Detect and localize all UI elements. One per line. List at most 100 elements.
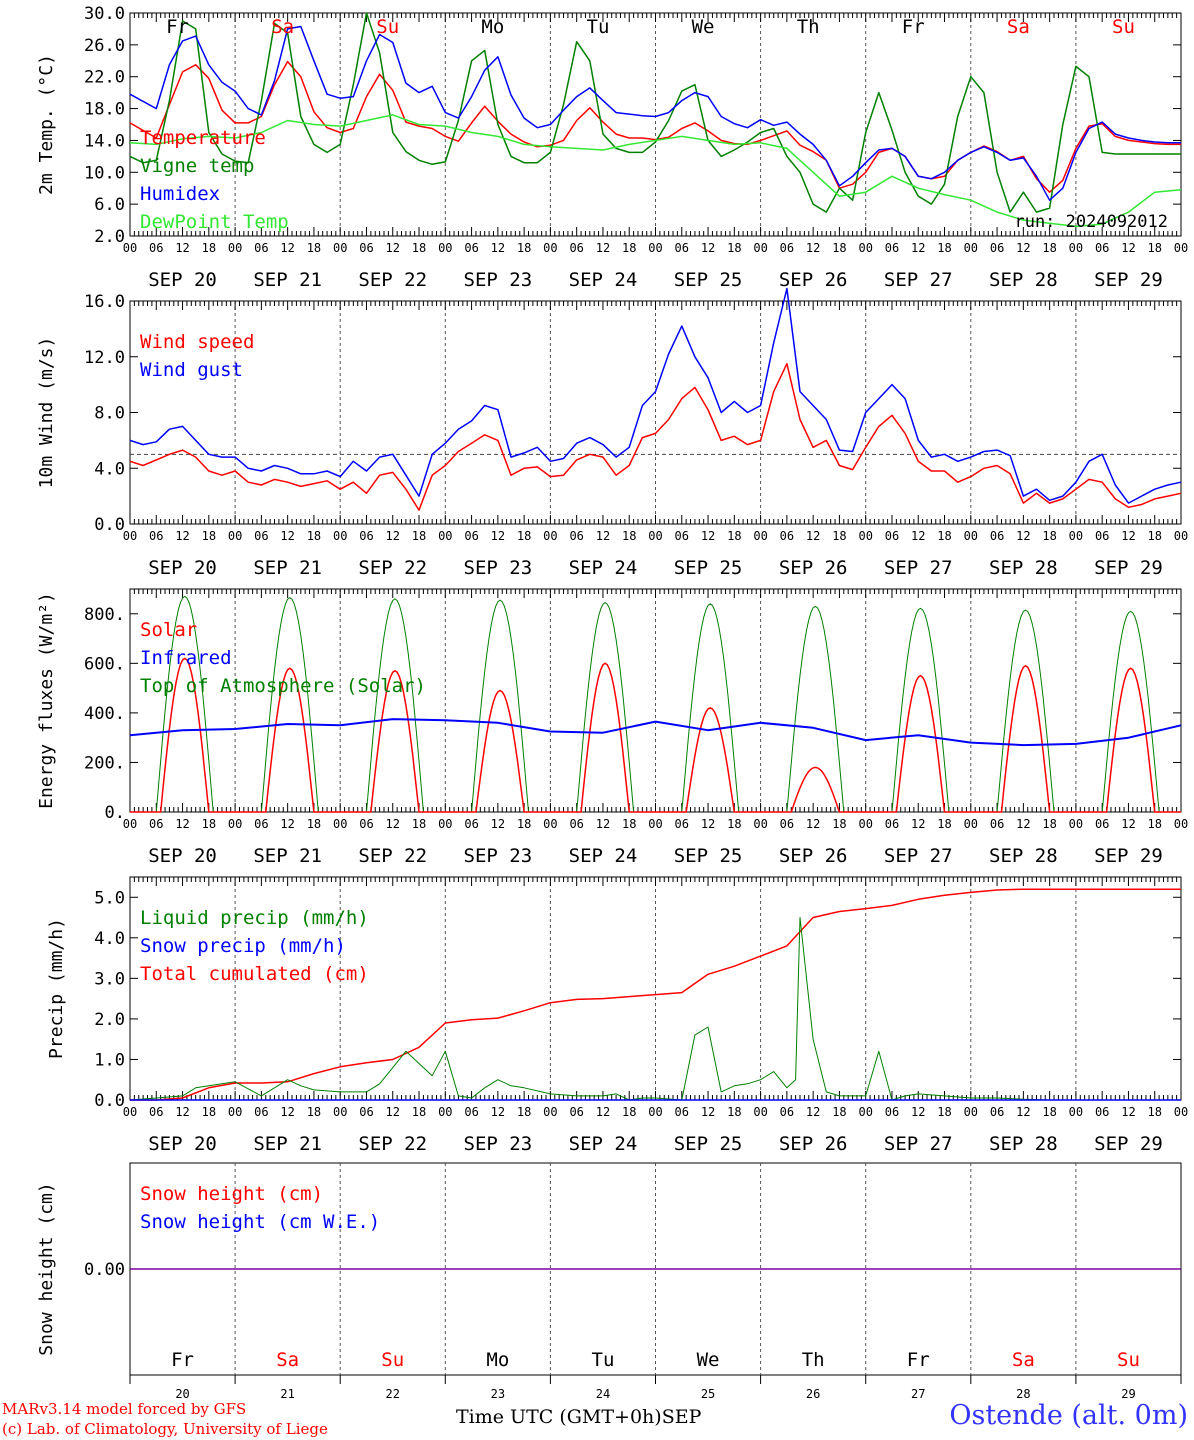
series-wind-gust — [129, 287, 1182, 504]
day-number-label: 22 — [386, 1387, 400, 1401]
hour-tick-label: 12 — [491, 529, 505, 543]
day-label: SEP 21 — [253, 845, 322, 867]
plot-frame — [129, 12, 1182, 237]
hour-tick-label: 12 — [1016, 241, 1030, 255]
hour-tick-label: 00 — [333, 817, 347, 831]
hour-tick-label: 18 — [307, 241, 321, 255]
weekday-label: Su — [381, 1349, 404, 1371]
day-label: SEP 24 — [569, 845, 638, 867]
hour-tick-label: 12 — [491, 817, 505, 831]
y-tick-label: 12.0 — [84, 348, 125, 368]
series-total-cumulated-cm- — [130, 888, 1181, 1101]
panel-snow: 0.00 Snow height (cm) Snow height (cm) Snow… — [36, 1162, 1182, 1401]
hour-tick-label: 00 — [123, 241, 137, 255]
day-label: SEP 23 — [464, 557, 533, 579]
hour-tick-label: 12 — [806, 241, 820, 255]
hour-tick-label: 06 — [254, 817, 268, 831]
legend-entry: Snow height (cm W.E.) — [140, 1211, 380, 1233]
series-wind-speed — [129, 362, 1182, 511]
day-label: SEP 24 — [569, 1133, 638, 1155]
hour-tick-label: 18 — [202, 817, 216, 831]
y-tick-label: 0.0 — [94, 1091, 125, 1111]
hour-tick-label: 18 — [517, 241, 531, 255]
day-label: SEP 26 — [779, 1133, 848, 1155]
hour-tick-label: 00 — [648, 1105, 662, 1119]
run-label: run: 2024092012 — [1014, 212, 1168, 232]
day-label: SEP 27 — [884, 1133, 953, 1155]
y-tick-label: 10.0 — [84, 163, 125, 183]
hour-tick-label: 12 — [806, 1105, 820, 1119]
y-axis-label: 2m Temp. (°C) — [36, 54, 57, 195]
y-tick-label: 14.0 — [84, 131, 125, 151]
hour-tick-label: 12 — [491, 1105, 505, 1119]
weekday-label: Su — [1112, 16, 1135, 38]
day-label: SEP 24 — [569, 557, 638, 579]
hour-tick-label: 18 — [202, 241, 216, 255]
legend-entry: Snow height (cm) — [140, 1183, 323, 1205]
hour-tick-label: 18 — [727, 817, 741, 831]
hour-tick-label: 12 — [386, 817, 400, 831]
hour-tick-label: 06 — [885, 529, 899, 543]
hour-tick-label: 00 — [543, 1105, 557, 1119]
y-axis-label: Snow height (cm) — [36, 1182, 57, 1355]
hour-tick-label: 00 — [753, 817, 767, 831]
y-tick-label: 8.0 — [94, 404, 125, 424]
legend-entry: Wind gust — [140, 359, 243, 381]
hour-tick-label: 00 — [1174, 817, 1188, 831]
day-label: SEP 27 — [884, 557, 953, 579]
hour-tick-label: 00 — [333, 529, 347, 543]
hour-tick-label: 12 — [175, 241, 189, 255]
hour-tick-label: 00 — [964, 817, 978, 831]
series-vigne-temp — [129, 12, 1181, 213]
legend-entry: Temperature — [140, 127, 266, 149]
hour-tick-label: 00 — [438, 817, 452, 831]
hour-tick-label: 18 — [1042, 241, 1056, 255]
day-label: SEP 28 — [989, 557, 1058, 579]
series-infrared — [129, 718, 1182, 747]
hour-tick-label: 12 — [1016, 529, 1030, 543]
x-axis-title: Time UTC (GMT+0h)SEP — [456, 1406, 701, 1428]
y-axis-label: Energy fluxes (W/m²) — [36, 592, 57, 809]
hour-tick-label: 00 — [333, 1105, 347, 1119]
day-label: SEP 25 — [674, 557, 743, 579]
day-label: SEP 26 — [779, 557, 848, 579]
hour-tick-label: 06 — [464, 1105, 478, 1119]
hour-tick-label: 00 — [543, 529, 557, 543]
y-tick-label: 400. — [84, 704, 125, 724]
y-tick-label: 200. — [84, 753, 125, 773]
hour-tick-label: 00 — [438, 1105, 452, 1119]
legend-entry: Humidex — [140, 183, 220, 205]
hour-tick-label: 18 — [412, 1105, 426, 1119]
hour-tick-label: 18 — [517, 1105, 531, 1119]
y-tick-label: 4.0 — [94, 459, 125, 479]
hour-tick-label: 18 — [622, 817, 636, 831]
hour-tick-label: 18 — [622, 241, 636, 255]
day-number-label: 20 — [175, 1387, 189, 1401]
day-label: SEP 21 — [253, 1133, 322, 1155]
hour-tick-label: 00 — [858, 241, 872, 255]
y-axis-label: Precip (mm/h) — [46, 918, 67, 1059]
day-number-label: 21 — [280, 1387, 294, 1401]
hour-tick-label: 00 — [753, 1105, 767, 1119]
hour-tick-label: 06 — [569, 241, 583, 255]
weekday-label: Tu — [592, 1349, 615, 1371]
day-label: SEP 21 — [253, 557, 322, 579]
hour-tick-label: 18 — [202, 1105, 216, 1119]
hour-tick-label: 12 — [911, 817, 925, 831]
weekday-label: Sa — [1012, 1349, 1035, 1371]
legend-entry: DewPoint Temp — [140, 211, 289, 233]
hour-tick-label: 18 — [307, 817, 321, 831]
weekday-label: Fr — [907, 1349, 930, 1371]
day-label: SEP 20 — [148, 269, 217, 291]
legend-entry: Snow precip (mm/h) — [140, 935, 346, 957]
legend-entry: Liquid precip (mm/h) — [140, 907, 369, 929]
hour-tick-label: 12 — [911, 529, 925, 543]
hour-tick-label: 06 — [780, 817, 794, 831]
hour-tick-label: 06 — [464, 241, 478, 255]
hour-tick-label: 18 — [1147, 241, 1161, 255]
y-tick-label: 0.0 — [94, 515, 125, 535]
y-tick-label: 800. — [84, 605, 125, 625]
day-number-label: 24 — [596, 1387, 610, 1401]
hour-tick-label: 18 — [832, 1105, 846, 1119]
